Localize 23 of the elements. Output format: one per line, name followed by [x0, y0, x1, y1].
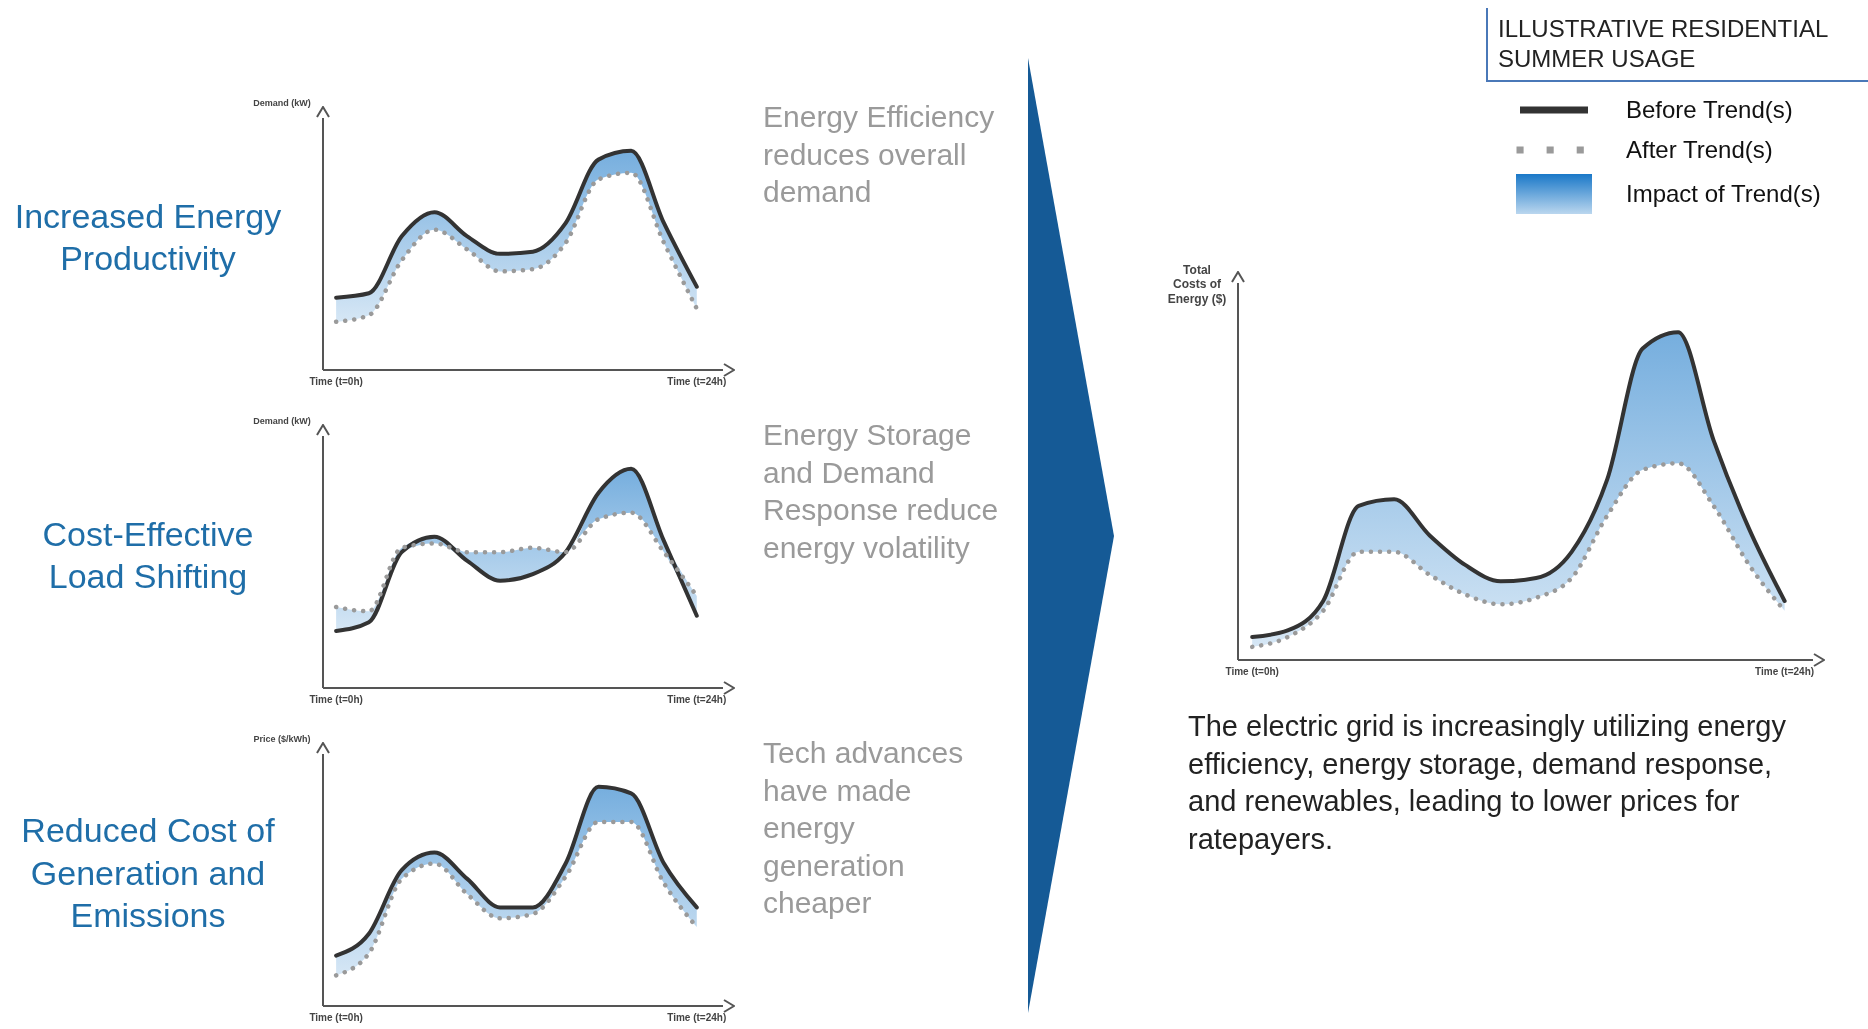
x-tick-label: Time (t=24h) — [667, 1012, 727, 1024]
text: Energy Efficiency reduces overall demand — [763, 99, 996, 210]
x-tick-label: Time (t=0h) — [309, 1012, 363, 1024]
x-tick-label: Time (t=0h) — [309, 694, 363, 706]
x-tick-label: Time (t=24h) — [667, 694, 727, 706]
x-tick-label: Time (t=0h) — [309, 376, 363, 388]
y-axis-title: Demand (kW) — [252, 98, 312, 109]
text: Reduced Cost of Generation and Emissions — [21, 811, 275, 935]
legend-label: Impact of Trend(s) — [1626, 180, 1821, 208]
legend-title: ILLUSTRATIVE RESIDENTIAL SUMMER USAGE — [1486, 8, 1868, 82]
text: Cost-Effective Load Shifting — [42, 514, 254, 595]
legend-label: Before Trend(s) — [1626, 96, 1793, 124]
text: Energy Storage and Demand Response reduce energy volatility — [763, 417, 1000, 566]
x-tick-label: Time (t=24h) — [1755, 666, 1815, 678]
y-axis-title: Demand (kW) — [252, 416, 312, 427]
y-axis-title: Total Costs of Energy ($) — [1166, 263, 1228, 307]
legend-label: After Trend(s) — [1626, 136, 1773, 164]
text: Increased Energy Productivity — [14, 196, 282, 277]
x-tick-label: Time (t=24h) — [667, 376, 727, 388]
y-axis-title: Price ($/kWh) — [252, 734, 312, 745]
x-tick-label: Time (t=0h) — [1225, 666, 1279, 678]
text: Tech advances have made energy generation cheaper — [763, 735, 965, 921]
text: The electric grid is increasingly utilizing energy efficiency, energy storage, demand response, and renewables, leading to lower prices for ratepayers. — [1188, 709, 1787, 858]
